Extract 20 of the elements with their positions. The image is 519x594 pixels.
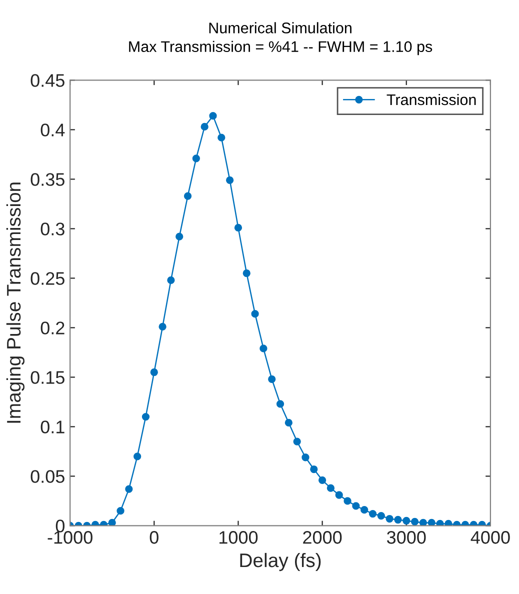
y-tick-label: 0.15 <box>30 371 64 384</box>
legend-label: Transmission <box>386 94 476 106</box>
y-axis-title: Imaging Pulse Transmission <box>6 182 25 423</box>
y-tick-label: 0.4 <box>40 124 65 136</box>
x-tick-label: 3000 <box>386 531 426 544</box>
y-tick-label: 0.05 <box>30 470 64 483</box>
y-tick-label: 0.35 <box>30 173 64 186</box>
y-tick-label: 0.45 <box>30 74 64 87</box>
y-tick-label: 0.25 <box>30 272 64 285</box>
x-tick-label: 0 <box>150 531 158 544</box>
y-tick-label: 0 <box>56 520 64 532</box>
x-tick-label: 2000 <box>303 531 342 544</box>
x-tick-label: 1000 <box>220 531 258 544</box>
y-tick-label: 0.3 <box>40 222 64 236</box>
y-tick-label: 0.2 <box>40 322 64 334</box>
chart-title: Numerical Simulation Max Transmission = %41 -- FWHM = 1.10 ps <box>129 22 432 56</box>
x-axis-title: Delay (fs) <box>240 552 321 572</box>
y-tick-label: 0.1 <box>40 420 64 434</box>
x-tick-label: 4000 <box>470 531 510 544</box>
x-tick-label: -1000 <box>48 531 92 544</box>
